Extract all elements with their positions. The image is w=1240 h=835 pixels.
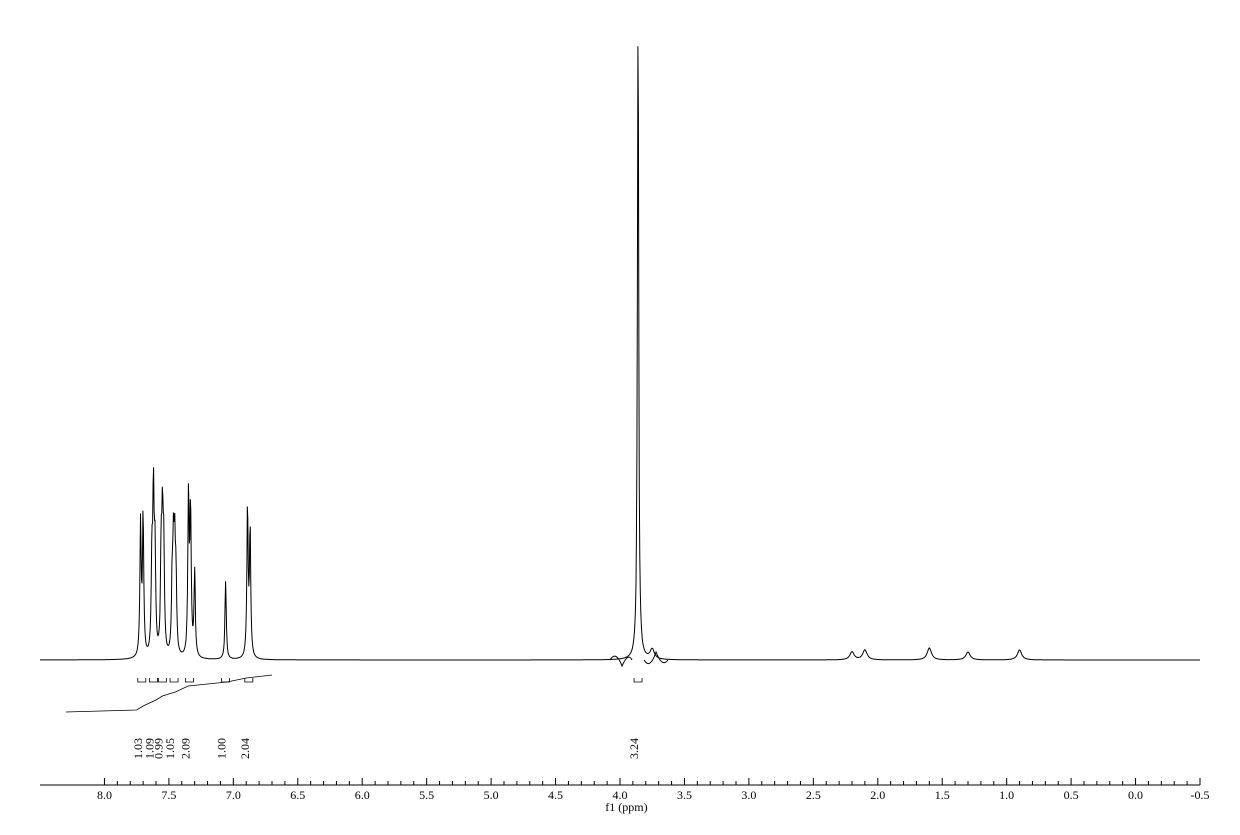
- xaxis-tick-label: 4.5: [548, 788, 563, 802]
- integral-bracket: [170, 678, 178, 682]
- nmr-spectrum: 1.031.090.991.052.091.002.043.24 8.07.57…: [0, 0, 1240, 835]
- integral-value: 2.09: [179, 738, 193, 759]
- integral-bracket: [149, 678, 157, 682]
- xaxis-tick-label: 1.5: [935, 788, 950, 802]
- integral-bracket: [186, 678, 194, 682]
- xaxis-tick-label: 2.5: [806, 788, 821, 802]
- integral-value: 1.05: [163, 738, 177, 759]
- integral-value: 2.04: [238, 738, 252, 759]
- xaxis-tick-label: 0.0: [1128, 788, 1143, 802]
- xaxis-tick-label: 3.5: [677, 788, 692, 802]
- integral-trace: [66, 675, 272, 712]
- xaxis-tick-label: 6.0: [355, 788, 370, 802]
- spectrum-plot: [40, 46, 1200, 712]
- integral-bracket: [138, 678, 146, 682]
- spectrum-trace: [40, 46, 1200, 660]
- baseline-wiggle: [610, 652, 668, 666]
- integral-value: 1.00: [215, 738, 229, 759]
- xaxis-tick-label: 5.0: [484, 788, 499, 802]
- integral-bracket: [158, 678, 166, 682]
- xaxis-tick-label: 0.5: [1064, 788, 1079, 802]
- xaxis-tick-label: 1.0: [999, 788, 1014, 802]
- x-axis: 8.07.57.06.56.05.55.04.54.03.53.02.52.01…: [40, 778, 1210, 814]
- xaxis-tick-label: 6.5: [290, 788, 305, 802]
- integral-value: 3.24: [627, 738, 641, 759]
- integral-bracket: [245, 678, 253, 682]
- xaxis-tick-label: -0.5: [1191, 788, 1210, 802]
- xaxis-tick-label: 5.5: [419, 788, 434, 802]
- xaxis-tick-label: 3.0: [741, 788, 756, 802]
- xaxis-tick-label: 2.0: [870, 788, 885, 802]
- integral-annotations: 1.031.090.991.052.091.002.043.24: [131, 678, 642, 759]
- xaxis-tick-label: 8.0: [97, 788, 112, 802]
- xaxis-tick-label: 7.5: [161, 788, 176, 802]
- xaxis-label: f1 (ppm): [605, 800, 647, 814]
- integral-bracket: [634, 678, 642, 682]
- xaxis-tick-label: 7.0: [226, 788, 241, 802]
